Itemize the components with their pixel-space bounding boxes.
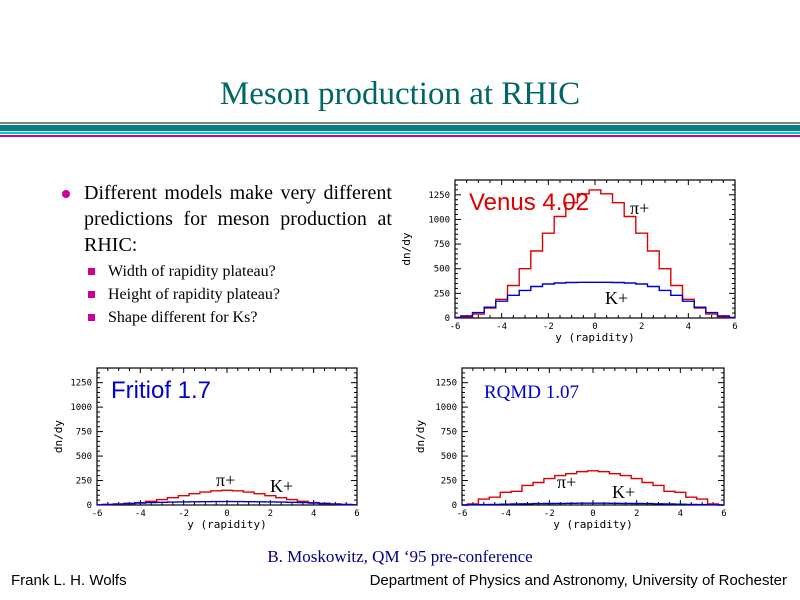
y-axis-label: dn/dy bbox=[52, 420, 65, 453]
x-tick-label: -4 bbox=[135, 509, 146, 519]
square-bullet-icon bbox=[88, 291, 95, 298]
series-line-kaon bbox=[462, 502, 724, 506]
x-tick-label: -6 bbox=[450, 322, 461, 332]
bullet-dot-icon bbox=[62, 190, 70, 198]
x-tick-label: 4 bbox=[311, 509, 316, 519]
series-label: K+ bbox=[612, 482, 635, 502]
x-tick-label: -2 bbox=[544, 509, 555, 519]
y-axis-label: dn/dy bbox=[414, 420, 427, 453]
footer-affiliation: Department of Physics and Astronomy, Uni… bbox=[369, 572, 787, 589]
x-tick-label: 6 bbox=[732, 322, 737, 332]
series-line-kaon bbox=[455, 281, 735, 319]
series-label: K+ bbox=[270, 476, 293, 496]
x-tick-label: 6 bbox=[721, 509, 726, 519]
sub-bullet-list: Width of rapidity plateau? Height of rap… bbox=[88, 260, 392, 329]
x-axis-label: y (rapidity) bbox=[555, 331, 634, 344]
x-tick-label: 0 bbox=[224, 509, 229, 519]
series-line-kaon bbox=[97, 500, 357, 506]
y-axis-label: dn/dy bbox=[400, 232, 413, 265]
sub-bullet: Shape different for Ks? bbox=[88, 306, 392, 329]
series-label: π+ bbox=[630, 198, 649, 218]
series-line-pion bbox=[455, 189, 735, 319]
slide-title: Meson production at RHIC bbox=[219, 76, 581, 112]
y-tick-label: 250 bbox=[441, 477, 457, 487]
sub-bullet: Height of rapidity plateau? bbox=[88, 283, 392, 306]
y-tick-label: 500 bbox=[76, 452, 92, 462]
y-tick-label: 500 bbox=[441, 452, 457, 462]
series-label: π+ bbox=[557, 472, 576, 492]
x-tick-label: -6 bbox=[92, 509, 103, 519]
x-tick-label: -4 bbox=[496, 322, 507, 332]
y-tick-label: 750 bbox=[441, 428, 457, 438]
title-divider bbox=[0, 122, 800, 137]
y-tick-label: 1000 bbox=[435, 403, 457, 413]
chart-title: Venus 4.02 bbox=[469, 189, 589, 216]
x-tick-label: 2 bbox=[268, 509, 273, 519]
y-tick-label: 0 bbox=[87, 501, 92, 511]
y-tick-label: 0 bbox=[452, 501, 457, 511]
main-bullet-text: Different models make very different pre… bbox=[84, 182, 392, 256]
y-tick-label: 1250 bbox=[70, 379, 92, 389]
series-label: K+ bbox=[605, 288, 628, 308]
x-axis-label: y (rapidity) bbox=[187, 518, 266, 531]
y-tick-label: 1000 bbox=[428, 215, 450, 225]
footer-author: Frank L. H. Wolfs bbox=[11, 572, 127, 589]
y-tick-label: 250 bbox=[76, 477, 92, 487]
x-tick-label: -2 bbox=[178, 509, 189, 519]
x-tick-label: 6 bbox=[354, 509, 359, 519]
y-tick-label: 1250 bbox=[435, 379, 457, 389]
square-bullet-icon bbox=[88, 314, 95, 321]
y-tick-label: 750 bbox=[434, 240, 450, 250]
x-tick-label: -6 bbox=[457, 509, 468, 519]
chart-venus: -6 -4 -2 0 2 4 6 0 250 500 750 1000 1250 y (rapidity)… bbox=[400, 179, 738, 344]
x-tick-label: 4 bbox=[678, 509, 683, 519]
credit-line: B. Moskowitz, QM ‘95 pre-conference bbox=[267, 547, 533, 566]
chart-title: RQMD 1.07 bbox=[484, 382, 579, 403]
x-tick-label: 4 bbox=[686, 322, 691, 332]
x-axis-label: y (rapidity) bbox=[553, 518, 632, 531]
x-tick-label: 2 bbox=[634, 509, 639, 519]
chart-fritiof: -6 -4 -2 0 2 4 6 0 250 500 750 1000 1250 y (rapidity)… bbox=[52, 367, 360, 531]
y-tick-label: 750 bbox=[76, 428, 92, 438]
y-tick-label: 1000 bbox=[70, 403, 92, 413]
main-bullet: Different models make very different pre… bbox=[62, 180, 392, 258]
y-tick-label: 0 bbox=[445, 314, 450, 324]
y-tick-label: 500 bbox=[434, 265, 450, 275]
series-line-pion bbox=[462, 470, 724, 506]
y-tick-label: 250 bbox=[434, 289, 450, 299]
y-tick-label: 1250 bbox=[428, 191, 450, 201]
x-tick-label: -2 bbox=[543, 322, 554, 332]
bullet-list: Different models make very different pre… bbox=[62, 180, 392, 329]
chart-rqmd: -6 -4 -2 0 2 4 6 0 250 500 750 1000 1250 y (rapidity)… bbox=[414, 367, 727, 531]
sub-bullet: Width of rapidity plateau? bbox=[88, 260, 392, 283]
x-tick-label: 0 bbox=[592, 322, 597, 332]
x-tick-label: 2 bbox=[639, 322, 644, 332]
x-tick-label: -4 bbox=[500, 509, 511, 519]
square-bullet-icon bbox=[88, 268, 95, 275]
series-label: π+ bbox=[216, 470, 235, 490]
x-tick-label: 0 bbox=[590, 509, 595, 519]
chart-title: Fritiof 1.7 bbox=[111, 377, 211, 404]
